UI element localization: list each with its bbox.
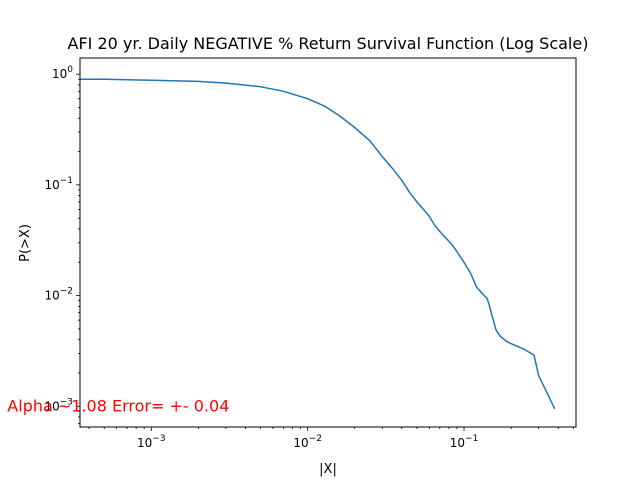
x-axis: 10−3 10−2 10−1 <box>88 427 574 450</box>
survival-curve-line <box>80 78 556 410</box>
y-tick-label: 10−2 <box>44 287 73 303</box>
y-axis: 10−3 10−2 10−1 100 <box>44 65 80 424</box>
y-axis-label: P(>X) <box>18 224 33 262</box>
x-tick-label: 10−2 <box>293 434 322 450</box>
y-tick-label: 100 <box>52 65 73 81</box>
x-tick-label: 10−3 <box>137 434 166 450</box>
plot-area <box>79 57 577 428</box>
x-axis-label: |X| <box>319 462 337 477</box>
alpha-annotation: Alpha ~1.08 Error= +- 0.04 <box>7 396 229 415</box>
chart-title: AFI 20 yr. Daily NEGATIVE % Return Survi… <box>68 34 589 53</box>
y-tick-label: 10−1 <box>44 176 73 192</box>
y-tick-label: 10−3 <box>44 397 73 413</box>
x-tick-label: 10−1 <box>450 434 479 450</box>
plot-frame <box>79 57 577 428</box>
